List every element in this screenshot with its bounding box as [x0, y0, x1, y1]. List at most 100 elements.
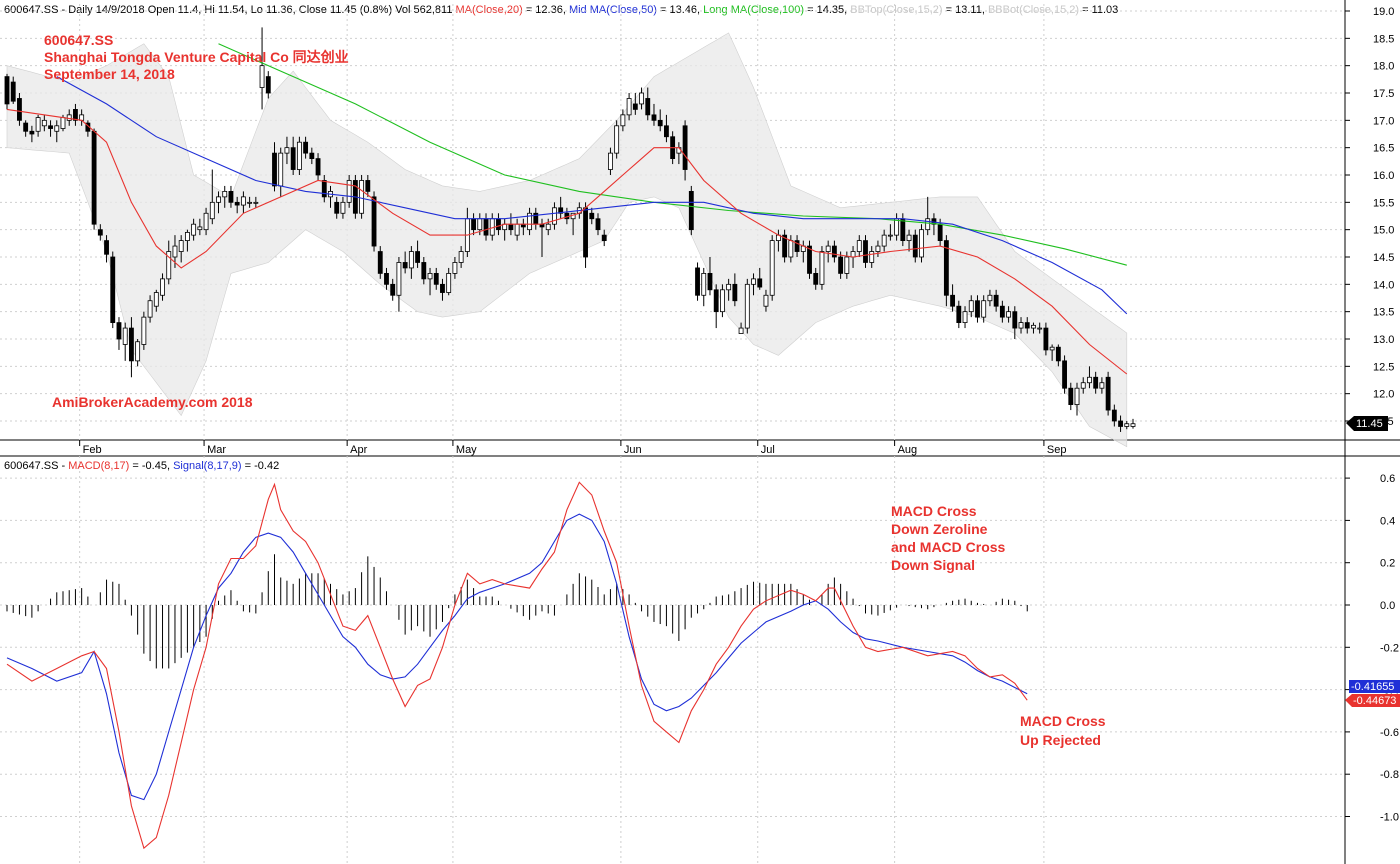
macd-tick-label: 0.0 [1380, 600, 1395, 612]
signal-value-tag: -0.41655 [1349, 680, 1400, 693]
candle [744, 278, 750, 334]
candle [384, 267, 389, 290]
candle-body [191, 223, 197, 236]
macd-note-line2: Down Zeroline [891, 521, 988, 537]
candle [1062, 355, 1067, 394]
candle-body [850, 251, 856, 258]
candle [813, 267, 819, 290]
candle-body [197, 226, 203, 231]
candle-body [1006, 311, 1012, 318]
candle-body [788, 240, 794, 258]
candle [975, 295, 980, 323]
candle-body [819, 251, 825, 285]
candle [1124, 421, 1130, 430]
month-label: Sep [1047, 444, 1067, 456]
candle-body [688, 190, 694, 231]
macd-header: 600647.SS - MACD(8,17) = -0.45, Signal(8… [4, 460, 279, 472]
annotation-date: September 14, 2018 [44, 66, 175, 82]
candle [906, 229, 912, 252]
candle [116, 317, 122, 350]
candle [66, 109, 72, 126]
bollinger-band-area [6, 32, 1128, 448]
candlesticks [4, 27, 1136, 432]
candle [359, 175, 365, 219]
price-tick-label: 15.0 [1373, 225, 1394, 237]
candle [713, 284, 719, 329]
candle-body [1068, 387, 1074, 406]
candle-body [265, 76, 271, 94]
price-tick-label: 12.5 [1373, 361, 1394, 373]
candle [869, 246, 875, 268]
candle [719, 284, 725, 318]
macd-tick-label: 0.4 [1380, 515, 1395, 527]
candle-body [446, 272, 452, 293]
candle-body [738, 327, 744, 334]
candle-body [1124, 423, 1130, 427]
candle [265, 71, 271, 99]
candle [968, 295, 974, 318]
macd-tick-label: -0.6 [1380, 727, 1399, 739]
macd-lines [6, 481, 1028, 850]
candle [527, 207, 532, 236]
candle [657, 109, 663, 132]
candle [147, 295, 153, 323]
candle-body [54, 125, 60, 132]
macd-note-line3: and MACD Cross [891, 539, 1006, 555]
candle [943, 235, 949, 307]
month-label: Feb [83, 444, 102, 456]
candle-body [79, 114, 85, 121]
candle-body [29, 130, 35, 135]
price-tick-label: 14.0 [1373, 279, 1394, 291]
candle-body [968, 300, 974, 313]
candle-body [110, 256, 116, 323]
candle-body [128, 327, 134, 362]
candle-body [377, 251, 383, 274]
candle [321, 175, 327, 203]
candle-body [1130, 423, 1136, 427]
candle [54, 120, 60, 143]
candle-body [695, 267, 700, 296]
candle-body [713, 289, 719, 313]
candle [4, 73, 10, 110]
price-tick-label: 19.0 [1373, 6, 1394, 18]
candle-body [558, 207, 564, 214]
candle [340, 196, 346, 219]
candle-body [701, 272, 707, 296]
candle [919, 224, 924, 263]
candle-body [508, 223, 514, 231]
candle-body [1093, 376, 1099, 389]
candle [446, 267, 452, 296]
candle-body [290, 147, 296, 170]
signal-line [6, 513, 1028, 801]
candle-body [141, 316, 147, 345]
candle [1105, 371, 1111, 416]
macd-tick-label: -0.8 [1380, 769, 1399, 781]
candle [1074, 382, 1080, 416]
candle [751, 273, 756, 296]
header-segment: 600647.SS - Daily 14/9/2018 Open 11.4, H… [4, 4, 456, 16]
candle-body [477, 218, 483, 231]
macd-note2-line2: Up Rejected [1020, 732, 1101, 748]
candle-body [365, 180, 371, 192]
candle-body [981, 300, 987, 318]
candle [595, 213, 601, 236]
candle [819, 246, 825, 290]
candle-body [912, 234, 918, 258]
last-price-label: 11.45 [1356, 418, 1383, 430]
macd-note: MACD Cross Down Zeroline and MACD Cross … [891, 503, 1006, 573]
candle [1055, 344, 1061, 367]
macd-note-line4: Down Signal [891, 557, 975, 573]
price-tick-label: 17.5 [1373, 88, 1394, 100]
candle [334, 196, 340, 219]
candle [247, 196, 253, 208]
candle [589, 207, 595, 225]
price-tick-label: 16.0 [1373, 170, 1394, 182]
candle-body [122, 327, 128, 345]
candle-body [657, 119, 663, 127]
candle [639, 87, 644, 110]
macd-note2-line1: MACD Cross [1020, 713, 1106, 729]
price-tick-label: 13.0 [1373, 334, 1394, 346]
candle-body [937, 223, 943, 241]
candle [421, 257, 427, 285]
candle [365, 175, 371, 197]
